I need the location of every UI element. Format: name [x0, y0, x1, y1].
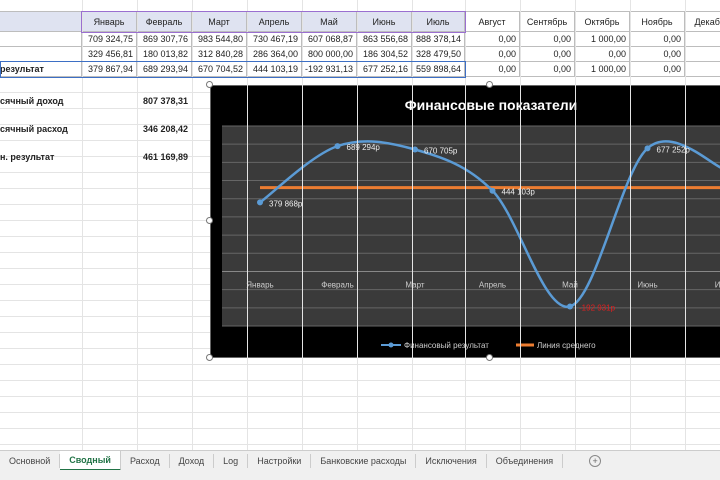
x-tick-label: Март	[405, 280, 424, 289]
month-header[interactable]: Октябрь	[574, 11, 630, 32]
x-tick-label: Апрель	[479, 280, 506, 289]
summary-label: сячный расход	[0, 124, 68, 134]
table-cell[interactable]: 312 840,28	[191, 46, 247, 62]
column-line	[137, 0, 138, 450]
data-point[interactable]	[644, 145, 651, 152]
resize-handle[interactable]	[206, 354, 213, 361]
column-line	[247, 0, 248, 450]
column-line	[302, 0, 303, 450]
resize-handle[interactable]	[206, 217, 213, 224]
data-point[interactable]	[334, 143, 341, 150]
x-tick-label: Январь	[246, 280, 273, 289]
summary-label: н. результат	[0, 152, 55, 162]
resize-handle[interactable]	[486, 354, 493, 361]
summary-label: сячный доход	[0, 96, 64, 106]
data-point[interactable]	[567, 303, 573, 310]
plot-area	[222, 126, 720, 326]
row-label[interactable]	[0, 31, 82, 47]
month-header[interactable]: Август	[464, 11, 520, 32]
data-point[interactable]	[412, 146, 418, 153]
table-cell[interactable]: 0,00	[519, 31, 575, 47]
table-cell[interactable]: 186 304,52	[356, 46, 412, 62]
sheet-tabs: Основной Сводный Расход Доход Log Настройки Ба…	[0, 450, 720, 471]
chart-title: Финансовые показатели	[405, 97, 578, 113]
resize-handle[interactable]	[206, 81, 213, 88]
table-cell[interactable]: 0,00	[519, 61, 575, 77]
table-cell[interactable]: 0	[684, 61, 720, 77]
table-cell[interactable]: 800 000,00	[301, 46, 357, 62]
sheet-tab[interactable]: Настройки	[248, 453, 312, 468]
sheet-tab[interactable]: Сводный	[60, 450, 121, 471]
sheet-tab[interactable]: Банковские расходы	[311, 453, 417, 468]
data-label: -192 931р	[579, 304, 616, 313]
data-label: 677 252р	[657, 145, 691, 154]
table-cell[interactable]: 1 000,00	[574, 31, 630, 47]
table-cell[interactable]: 0	[684, 31, 720, 47]
table-cell[interactable]: 869 307,76	[136, 31, 192, 47]
sheet-tab[interactable]: Исключения	[416, 453, 487, 468]
table-cell[interactable]: 329 456,81	[81, 46, 137, 62]
table-cell[interactable]: 328 479,50	[411, 46, 465, 62]
summary-value[interactable]: 461 169,89	[143, 152, 189, 162]
column-line	[357, 0, 358, 450]
row-label[interactable]	[0, 46, 82, 62]
x-tick-label: Июнь	[637, 280, 657, 289]
header-label-cell[interactable]	[0, 11, 82, 32]
column-line	[630, 0, 631, 450]
month-header[interactable]: Сентябрь	[519, 11, 575, 32]
add-sheet-button[interactable]: +	[589, 454, 602, 467]
column-line	[192, 0, 193, 450]
column-line	[575, 0, 576, 450]
legend-marker	[388, 342, 394, 348]
legend-label-financial-result: Финансовый результат	[404, 341, 489, 350]
table-cell[interactable]: 0,00	[629, 46, 685, 62]
table-cell[interactable]: 0,00	[519, 46, 575, 62]
column-line	[82, 0, 83, 450]
table-cell[interactable]: 607 068,87	[301, 31, 357, 47]
data-point[interactable]	[257, 199, 263, 206]
table-cell[interactable]: 0,00	[464, 31, 520, 47]
data-point[interactable]	[489, 187, 496, 194]
x-tick-label: Февраль	[321, 280, 354, 289]
sheet-tab[interactable]: Объединения	[487, 453, 564, 468]
column-line	[685, 0, 686, 450]
table-cell[interactable]: 0,00	[464, 46, 520, 62]
month-header[interactable]: Ноябрь	[629, 11, 685, 32]
table-cell[interactable]: 0,00	[629, 31, 685, 47]
data-label: 444 103р	[502, 188, 536, 197]
table-cell[interactable]: 286 364,00	[246, 46, 302, 62]
column-line	[520, 0, 521, 450]
table-cell[interactable]: 0,00	[629, 61, 685, 77]
data-label: 670 705р	[424, 147, 458, 156]
table-cell[interactable]: 180 013,82	[136, 46, 192, 62]
resize-handle[interactable]	[486, 81, 493, 88]
data-label: 379 868р	[269, 199, 303, 208]
month-header[interactable]: Декабрь	[684, 11, 720, 32]
table-cell[interactable]: 0,00	[464, 61, 520, 77]
column-line	[465, 0, 466, 450]
sheet-tab[interactable]: Расход	[121, 453, 170, 468]
table-cell[interactable]: 0	[684, 46, 720, 62]
data-label: 689 294р	[347, 143, 381, 152]
table-cell[interactable]: 863 556,68	[356, 31, 412, 47]
summary-value[interactable]: 346 208,42	[143, 124, 189, 134]
legend-label-average: Линия среднего	[537, 341, 596, 350]
chart-source-range	[81, 11, 466, 33]
x-tick-label: Май	[562, 280, 578, 289]
status-bar	[0, 470, 720, 480]
summary-value[interactable]: 807 378,31	[143, 96, 189, 106]
table-cell[interactable]: 709 324,75	[81, 31, 137, 47]
sheet-tab[interactable]: Log	[214, 453, 249, 468]
table-cell[interactable]: 983 544,80	[191, 31, 247, 47]
table-cell[interactable]: 730 467,19	[246, 31, 302, 47]
x-tick-label: Июль	[715, 280, 720, 289]
table-cell[interactable]: 0,00	[574, 46, 630, 62]
selection-range	[0, 61, 466, 78]
sheet-tab[interactable]: Доход	[170, 453, 215, 468]
sheet-tab[interactable]: Основной	[0, 453, 61, 468]
table-cell[interactable]: 1 000,00	[574, 61, 630, 77]
table-cell[interactable]: 888 378,14	[411, 31, 465, 47]
column-line	[412, 0, 413, 450]
chart-svg: Финансовые показатели Январь Февраль Март Ап…	[222, 97, 720, 350]
